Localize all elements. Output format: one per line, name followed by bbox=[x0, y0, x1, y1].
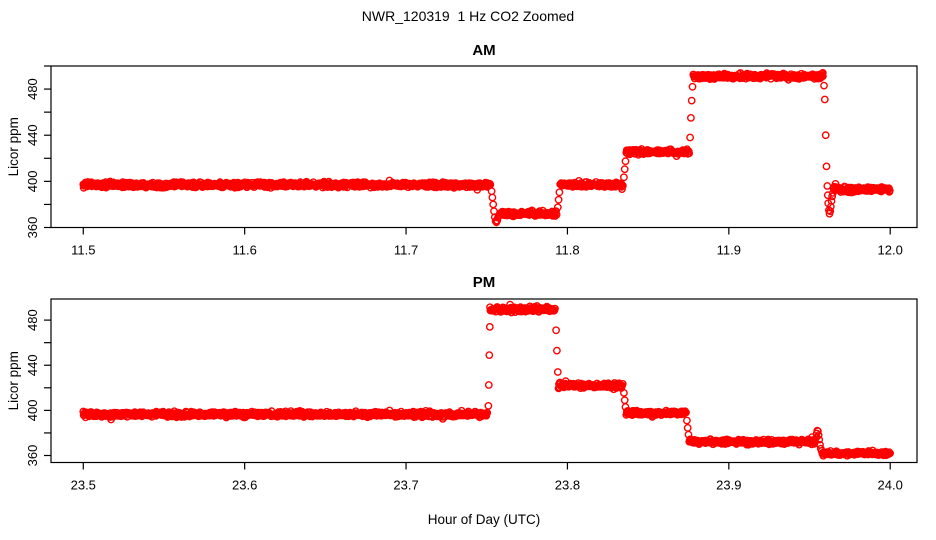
plot-box bbox=[50, 65, 918, 229]
x-tick-label: 23.5 bbox=[71, 478, 96, 493]
pm-plot-area: 23.5 23.6 23.7 23.8 23.9 24.0 360 400 440 480 bbox=[25, 298, 918, 493]
x-tick-label: 11.7 bbox=[394, 243, 418, 258]
tick-labels: 23.5 23.6 23.7 23.8 23.9 24.0 360 400 440 480 bbox=[25, 309, 903, 492]
x-tick-label: 23.7 bbox=[393, 478, 418, 493]
tick-labels: 11.5 11.6 11.7 11.8 11.9 12.0 360 400 440 480 bbox=[25, 78, 903, 257]
x-axis-label: Hour of Day (UTC) bbox=[428, 512, 541, 527]
y-tick-label: 400 bbox=[25, 171, 40, 193]
x-tick-label: 11.9 bbox=[717, 243, 741, 258]
plot-box bbox=[50, 298, 918, 464]
y-tick-label: 360 bbox=[25, 217, 40, 239]
am-plot-area: 11.5 11.6 11.7 11.8 11.9 12.0 360 400 440 480 bbox=[25, 65, 918, 258]
y-tick-label: 480 bbox=[25, 309, 40, 331]
am-y-axis-label: Licor ppm bbox=[6, 117, 21, 176]
x-tick-label: 24.0 bbox=[878, 478, 903, 493]
data-points bbox=[79, 300, 894, 460]
y-tick-label: 400 bbox=[25, 400, 40, 422]
x-tick-label: 23.9 bbox=[716, 478, 741, 493]
x-tick-label: 12.0 bbox=[878, 243, 903, 258]
y-tick-label: 480 bbox=[25, 78, 40, 100]
pm-y-axis-label: Licor ppm bbox=[6, 351, 21, 410]
axes bbox=[44, 65, 918, 235]
am-panel-title: AM bbox=[472, 42, 495, 59]
data-points bbox=[79, 69, 894, 227]
x-tick-label: 23.6 bbox=[232, 478, 257, 493]
x-tick-label: 11.8 bbox=[555, 243, 579, 258]
x-tick-label: 11.5 bbox=[71, 243, 95, 258]
y-tick-label: 440 bbox=[25, 124, 40, 146]
pm-panel-title: PM bbox=[473, 274, 496, 291]
axes bbox=[44, 298, 918, 470]
figure-title: NWR_120319 1 Hz CO2 Zoomed bbox=[362, 8, 574, 24]
x-tick-label: 23.8 bbox=[555, 478, 580, 493]
y-tick-label: 360 bbox=[25, 445, 40, 467]
y-tick-label: 440 bbox=[25, 354, 40, 376]
x-tick-label: 11.6 bbox=[232, 243, 256, 258]
